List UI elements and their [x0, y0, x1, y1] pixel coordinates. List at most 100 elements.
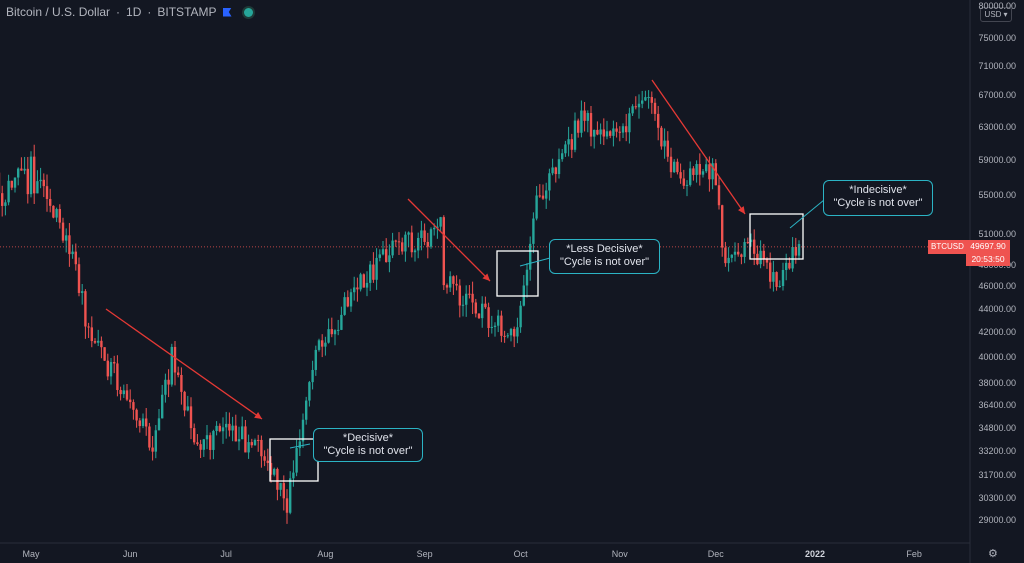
candle-body	[628, 113, 631, 133]
candle-body	[733, 251, 737, 255]
candle-body	[81, 291, 84, 293]
price-tick-label: 29000.00	[978, 515, 1016, 525]
candle-body	[263, 456, 266, 461]
candle-body	[692, 168, 695, 175]
candle-body	[161, 394, 164, 419]
candle-body	[125, 390, 129, 400]
candle-body	[666, 140, 669, 157]
candle-body	[340, 314, 343, 330]
candle-body	[202, 439, 205, 450]
price-tick-label: 55000.00	[978, 190, 1016, 201]
candle-body	[289, 478, 292, 513]
candle-body	[218, 425, 221, 432]
candle-body	[167, 379, 170, 385]
currency-label: USD	[984, 10, 1002, 19]
candle-body	[119, 390, 122, 395]
candle-body	[644, 97, 647, 101]
price-tick-label: 30300.00	[978, 492, 1016, 503]
price-tick-label: 42000.00	[978, 327, 1016, 338]
candle-body	[797, 244, 801, 256]
candle-body	[775, 272, 778, 287]
candle-body	[305, 400, 308, 420]
candle-body	[490, 326, 493, 328]
candle-body	[637, 103, 641, 108]
candle-body	[583, 110, 586, 121]
candle-body	[279, 483, 282, 490]
candle-body	[183, 391, 186, 411]
candle-body	[221, 427, 225, 432]
candle-body	[711, 163, 714, 180]
interval-label[interactable]: 1D	[126, 5, 142, 19]
candle-body	[20, 168, 23, 171]
candle-body	[84, 291, 87, 327]
candle-body	[55, 209, 58, 218]
symbol-name: Bitcoin / U.S. Dollar	[6, 5, 111, 19]
trend-arrow	[407, 198, 491, 282]
annotation-callout[interactable]: *Decisive* "Cycle is not over"	[313, 428, 423, 462]
price-tick-label: 36400.00	[978, 399, 1016, 410]
candle-body	[317, 340, 321, 350]
candle-body	[324, 342, 327, 347]
price-tick-label: 71000.00	[978, 61, 1016, 71]
candle-body	[330, 329, 333, 335]
candle-body	[180, 374, 183, 392]
candle-body	[429, 229, 433, 247]
gear-icon[interactable]: ⚙	[988, 548, 998, 560]
annotation-callout[interactable]: *Less Decisive* "Cycle is not over"	[549, 239, 660, 274]
callout-title: *Less Decisive*	[566, 243, 643, 255]
candle-body	[538, 195, 541, 197]
candle-body	[743, 242, 746, 257]
candle-body	[573, 120, 577, 150]
candle-body	[90, 327, 93, 342]
arrow-head	[254, 412, 262, 419]
time-tick-label: Nov	[611, 549, 628, 559]
time-tick-label: May	[22, 549, 40, 559]
candle-body	[33, 156, 36, 194]
price-tick-label: 44000.00	[978, 303, 1016, 314]
candle-body	[772, 272, 775, 282]
candle-body	[49, 198, 52, 206]
candle-body	[484, 303, 487, 308]
trend-arrow	[651, 79, 746, 215]
candle-body	[471, 293, 474, 303]
candle-body	[45, 186, 49, 199]
price-tick-label: 51000.00	[978, 228, 1016, 239]
candle-body	[426, 241, 429, 247]
time-tick-label: Sep	[416, 549, 433, 559]
candle-body	[394, 240, 397, 242]
symbol-price-tag: BTCUSD	[928, 240, 967, 254]
candle-body	[193, 428, 196, 443]
time-tick-label: Dec	[707, 549, 724, 559]
candle-body	[497, 315, 500, 326]
annotation-callout[interactable]: *Indecisive* "Cycle is not over"	[823, 180, 933, 216]
candle-body	[13, 177, 17, 188]
trend-arrow	[105, 308, 263, 420]
candle-body	[599, 129, 602, 135]
currency-selector[interactable]: USD ▾	[980, 7, 1012, 22]
candle-body	[647, 97, 650, 99]
candle-body	[266, 460, 269, 463]
candle-body	[682, 178, 685, 186]
candle-body	[759, 250, 762, 265]
flag-icon[interactable]	[222, 7, 232, 17]
candle-body	[516, 327, 519, 337]
candle-body	[753, 239, 756, 254]
candle-body	[333, 330, 337, 335]
candle-body	[465, 293, 468, 305]
candle-body	[650, 97, 653, 103]
candle-body	[285, 498, 289, 513]
candle-body	[535, 195, 538, 219]
candle-body	[42, 179, 45, 187]
candle-body	[362, 274, 365, 288]
candle-body	[36, 181, 39, 194]
candle-body	[173, 346, 177, 373]
candle-body	[529, 243, 532, 270]
candle-body	[727, 257, 730, 264]
candle-body	[602, 129, 605, 137]
candle-body	[791, 246, 794, 269]
candle-body	[87, 326, 90, 328]
separator: ·	[116, 5, 121, 19]
candle-body	[541, 195, 545, 199]
candle-body	[276, 468, 279, 490]
